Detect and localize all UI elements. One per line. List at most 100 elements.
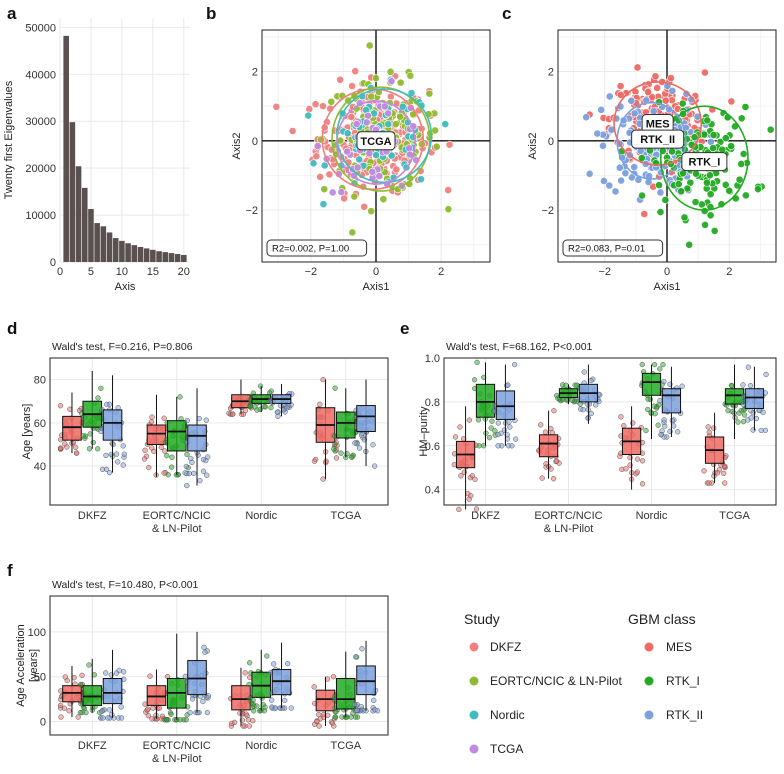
b-point-eortc <box>432 142 441 151</box>
legend-gbm-swatch-rtk1 <box>644 676 654 686</box>
f-point-rtk2 <box>109 711 115 718</box>
d-point-rtk2 <box>371 463 378 469</box>
d-point-rtk1 <box>169 454 175 460</box>
e-ytick-label: 0.6 <box>425 441 440 453</box>
c-point-rtk_ii <box>611 187 620 196</box>
f-point-rtk2 <box>116 667 122 674</box>
f-category-label: EORTC/NCIC <box>143 740 211 752</box>
d-point-rtk2 <box>121 451 127 457</box>
d-point-rtk2 <box>103 466 110 472</box>
e-point-rtk1 <box>732 414 738 421</box>
c-point-rtk_ii <box>630 109 639 118</box>
b-point-dkfz <box>444 186 453 194</box>
f-point-mes <box>316 723 322 729</box>
d-category-label: DKFZ <box>78 510 107 522</box>
f-point-mes <box>145 712 152 719</box>
a-xtick-label: 20 <box>178 266 190 278</box>
d-point-mes <box>149 445 155 451</box>
b-point-nordic <box>441 120 450 129</box>
f-category-label: Nordic <box>245 740 277 752</box>
c-point-rtk_ii <box>605 181 614 190</box>
e-point-mes <box>553 458 560 464</box>
e-point-rtk1 <box>643 427 649 434</box>
c-xtick-label: −2 <box>598 266 611 278</box>
e-point-rtk2 <box>679 383 685 389</box>
f-point-mes <box>243 711 249 717</box>
f-category-label: DKFZ <box>78 740 107 752</box>
f-point-rtk2 <box>118 704 124 710</box>
c-point-rtk_ii <box>627 96 636 105</box>
f-point-rtk2 <box>354 707 360 713</box>
a-bar <box>156 251 162 262</box>
d-point-rtk1 <box>168 464 175 470</box>
legend-study-item-nordic: Nordic <box>490 708 525 722</box>
c-point-rtk_ii <box>597 105 606 114</box>
b-point-eortc <box>431 126 440 135</box>
e-ytick-label: 1.0 <box>425 353 440 365</box>
c-point-rtk_i <box>677 187 686 196</box>
b-point-nordic <box>384 120 393 129</box>
a-xlabel: Axis <box>115 281 136 293</box>
c-point-rtk_ii <box>600 177 608 185</box>
f-point-rtk1 <box>246 681 252 688</box>
panel-a: 0 10000 20000 30000 40000 50000 0 5 10 15 20 Axis Tw… <box>3 18 190 293</box>
f-point-rtk2 <box>118 715 125 721</box>
e-category-label: TCGA <box>719 510 750 522</box>
e-point-mes <box>543 461 549 467</box>
d-point-rtk1 <box>349 454 355 461</box>
d-point-mes <box>311 458 318 464</box>
f-box-rtk2 <box>102 678 123 705</box>
panel-letter-d: d <box>7 319 17 338</box>
e-point-mes <box>472 476 478 482</box>
c-point-rtk_i <box>691 198 700 206</box>
b-point-eortc <box>417 140 426 149</box>
f-point-rtk2 <box>204 709 211 716</box>
c-point-rtk_i <box>766 125 775 134</box>
a-bar <box>112 238 119 262</box>
c-point-mes <box>640 210 649 218</box>
b-point-nordic <box>387 151 396 160</box>
b-point-dkfz <box>351 67 360 76</box>
f-point-rtk2 <box>100 715 106 721</box>
f-point-rtk2 <box>187 709 193 716</box>
c-ellipse-rtk_ii <box>616 101 687 180</box>
d-point-rtk2 <box>182 470 188 476</box>
d-point-rtk2 <box>104 401 110 408</box>
e-point-rtk1 <box>639 361 645 368</box>
d-point-rtk1 <box>332 385 338 391</box>
e-box-mes <box>538 434 559 458</box>
panel-letter-e: e <box>400 319 409 338</box>
f-point-rtk2 <box>288 705 294 711</box>
c-point-rtk_i <box>741 191 750 200</box>
f-subtitle: Wald's test, F=10.480, P<0.001 <box>52 579 199 591</box>
f-point-mes <box>314 718 320 725</box>
d-category-label: & LN-Pilot <box>152 523 202 535</box>
e-box-rtk2 <box>661 388 682 414</box>
e-point-rtk2 <box>588 377 594 384</box>
c-point-mes <box>644 88 652 96</box>
b-point-eortc <box>386 67 395 76</box>
b-xtick-label: −2 <box>305 266 318 278</box>
d-point-mes <box>320 476 326 482</box>
b-point-tcga <box>375 172 384 181</box>
d-category-label: TCGA <box>330 510 361 522</box>
c-label-box <box>681 152 728 172</box>
b-point-dkfz <box>312 152 321 161</box>
panel-b: −2 0 2 −2 0 2 TCGA R2=0.002, P=1.00 Axis1 Axis2 <box>231 29 491 293</box>
e-point-rtk1 <box>725 407 731 414</box>
d-point-rtk2 <box>356 445 363 451</box>
e-point-rtk1 <box>559 397 566 403</box>
e-point-rtk2 <box>581 369 587 375</box>
a-ytick-label: 30000 <box>25 116 56 128</box>
e-point-mes <box>630 420 636 426</box>
legend-study-title: Study <box>464 611 500 627</box>
e-point-rtk2 <box>675 429 681 435</box>
b-point-tcga <box>352 120 361 128</box>
e-point-rtk1 <box>471 377 478 383</box>
f-point-rtk1 <box>246 660 253 666</box>
e-point-rtk2 <box>495 431 501 438</box>
d-point-rtk1 <box>331 446 337 452</box>
f-point-mes <box>330 674 337 680</box>
f-box-rtk1 <box>335 678 356 710</box>
legend-gbm-item-rtk1: RTK_I <box>666 674 700 688</box>
